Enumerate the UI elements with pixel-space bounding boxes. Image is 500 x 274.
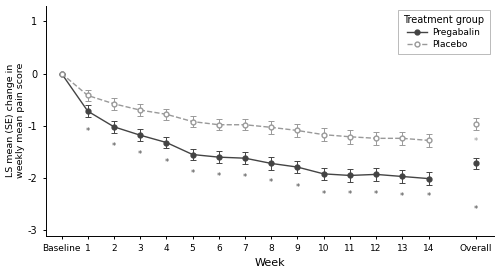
Text: *: * — [296, 183, 300, 192]
Text: *: * — [138, 150, 142, 159]
Text: *: * — [474, 137, 478, 146]
Text: *: * — [190, 169, 194, 178]
Text: *: * — [269, 178, 274, 187]
Text: *: * — [164, 158, 168, 167]
Text: *: * — [474, 205, 478, 214]
Text: *: * — [86, 127, 90, 136]
Y-axis label: LS mean (SE) change in
weekly mean pain score: LS mean (SE) change in weekly mean pain … — [6, 63, 25, 178]
Text: *: * — [348, 190, 352, 199]
Text: *: * — [400, 192, 404, 201]
Text: *: * — [426, 192, 430, 201]
Text: *: * — [374, 190, 378, 199]
Text: *: * — [243, 173, 247, 182]
Text: *: * — [112, 142, 116, 151]
Text: *: * — [216, 172, 221, 181]
Text: *: * — [322, 190, 326, 199]
Legend: Pregabalin, Placebo: Pregabalin, Placebo — [398, 10, 490, 54]
X-axis label: Week: Week — [254, 258, 285, 269]
